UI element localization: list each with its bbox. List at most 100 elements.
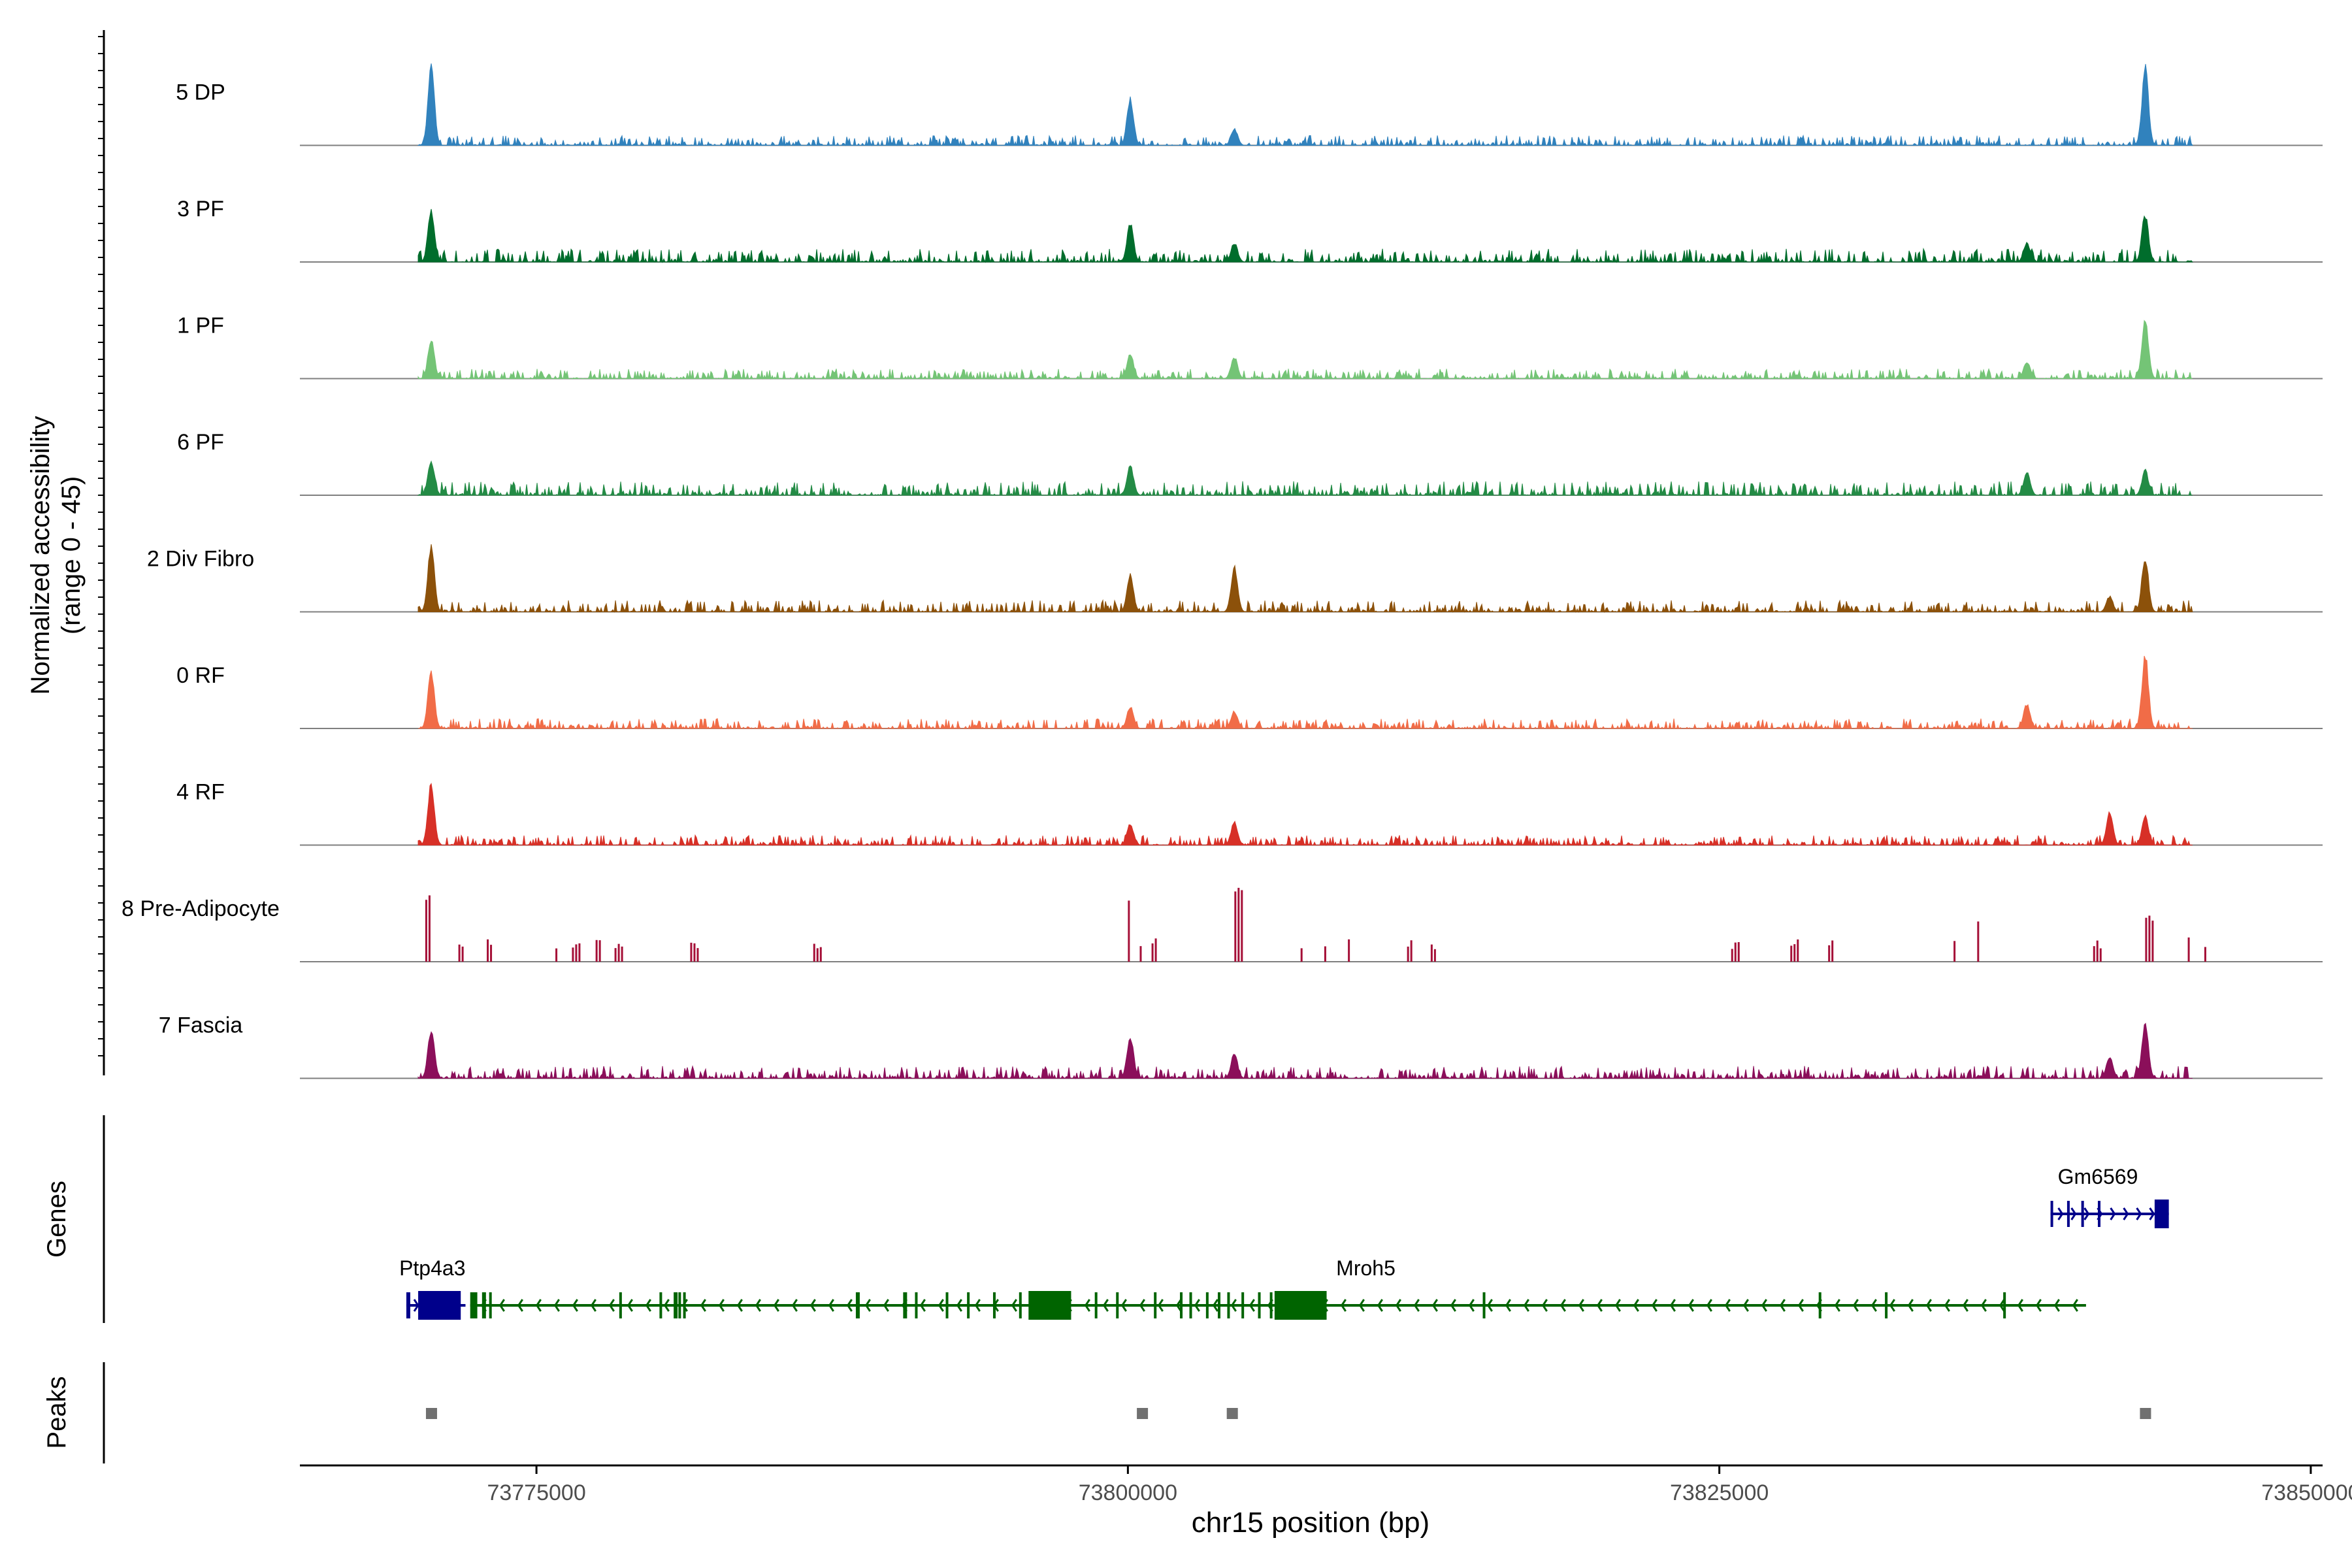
strand-arrow <box>1340 1299 1347 1312</box>
coverage-bar <box>1793 944 1796 962</box>
x-tick-label: 73800000 <box>1079 1480 1177 1505</box>
strand-arrow <box>1194 1299 1200 1312</box>
coverage-bar <box>696 948 699 962</box>
strand-arrow <box>956 1299 962 1312</box>
strand-arrow <box>2123 1207 2129 1220</box>
track-label: 8 Pre-Adipocyte <box>122 896 280 921</box>
strand-arrow <box>1505 1299 1511 1312</box>
coverage-bar <box>1831 940 1834 962</box>
strand-arrow <box>938 1299 944 1312</box>
coverage-area <box>417 460 2193 497</box>
track-0-rf: 0 RF <box>176 655 2323 730</box>
gene-exon <box>489 1292 492 1318</box>
strand-arrow <box>1358 1299 1365 1312</box>
strand-arrow <box>1431 1299 1438 1312</box>
peak-region <box>1137 1408 1149 1419</box>
coverage-area <box>417 1022 2193 1080</box>
gene-exon <box>406 1292 410 1318</box>
gene-exon <box>903 1292 907 1318</box>
gene-exon <box>1205 1292 1209 1318</box>
gene-exon <box>1227 1292 1230 1318</box>
strand-arrow <box>1523 1299 1529 1312</box>
gene-label: Mroh5 <box>1336 1256 1396 1280</box>
strand-arrow <box>1175 1299 1182 1312</box>
gene-exon <box>1189 1292 1192 1318</box>
gene-exon <box>659 1292 662 1318</box>
coverage-bar <box>1324 946 1326 962</box>
coverage-bar <box>819 947 822 962</box>
coverage-area <box>417 208 2193 263</box>
gene-exon <box>945 1292 949 1318</box>
strand-arrow <box>498 1299 505 1312</box>
strand-arrow <box>1651 1299 1658 1312</box>
coverage-bar <box>690 942 693 962</box>
strand-arrow <box>1925 1299 1932 1312</box>
strand-arrow <box>1614 1299 1621 1312</box>
coverage-bar <box>614 948 617 962</box>
coverage-bar <box>1154 938 1157 962</box>
coverage-area <box>417 544 2193 613</box>
strand-arrow <box>645 1299 651 1312</box>
coverage-bar <box>555 948 558 962</box>
strand-arrow <box>1486 1299 1493 1312</box>
strand-arrow <box>755 1299 761 1312</box>
strand-arrow <box>974 1299 981 1312</box>
gene-exon <box>1482 1292 1486 1318</box>
strand-arrow <box>809 1299 816 1312</box>
track-label: 5 DP <box>176 80 225 105</box>
strand-arrow <box>919 1299 926 1312</box>
strand-arrow <box>1578 1299 1584 1312</box>
strand-arrow <box>1688 1299 1694 1312</box>
gene-exon <box>2066 1201 2070 1227</box>
gene-exon <box>1094 1292 1098 1318</box>
coverage-bar <box>1151 943 1154 962</box>
strand-arrow <box>700 1299 706 1312</box>
strand-arrow <box>2017 1299 2023 1312</box>
strand-arrow <box>1120 1299 1127 1312</box>
strand-arrow <box>663 1299 670 1312</box>
x-tick-label: 73850000 <box>2261 1480 2352 1505</box>
x-axis-label: chr15 position (bp) <box>1192 1507 1429 1539</box>
gene-exon <box>915 1292 918 1318</box>
track-label: 4 RF <box>176 780 225 805</box>
coverage-bar <box>487 939 489 962</box>
gene-ptp4a3: Ptp4a3 <box>399 1256 465 1320</box>
gene-exon <box>470 1292 478 1318</box>
gene-exon <box>1258 1292 1261 1318</box>
track-5-dp: 5 DP <box>176 63 2323 147</box>
x-axis-ticks: 73775000 73800000 73825000 73850000 <box>487 1465 2352 1505</box>
strand-arrow <box>1230 1299 1237 1312</box>
strand-arrow <box>1084 1299 1090 1312</box>
gene-exon <box>1818 1292 1821 1318</box>
strand-arrow <box>1944 1299 1950 1312</box>
strand-arrow <box>1377 1299 1383 1312</box>
track-7-fascia: 7 Fascia <box>159 1013 2323 1080</box>
coverage-bar <box>598 940 601 962</box>
coverage-tracks: 5 DP 3 PF 1 PF 6 PF 2 Div Fibro 0 RF 4 RF 8 Pre… <box>122 63 2323 1080</box>
track-4-rf: 4 RF <box>176 780 2323 847</box>
strand-arrow <box>1706 1299 1712 1312</box>
coverage-bar <box>2204 947 2206 962</box>
strand-arrow <box>1011 1299 1017 1312</box>
coverage-bar <box>428 895 431 962</box>
strand-arrow <box>590 1299 596 1312</box>
strand-arrow <box>2057 1207 2064 1220</box>
coverage-bar <box>1410 940 1413 962</box>
coverage-bar <box>1731 949 1733 962</box>
gene-exon <box>1180 1292 1183 1318</box>
coverage-bar <box>2151 921 2154 962</box>
strand-arrow <box>413 1299 419 1312</box>
strand-arrow <box>553 1299 560 1312</box>
gene-exon <box>992 1292 996 1318</box>
coverage-bar <box>1348 939 1350 962</box>
coverage-area <box>417 783 2193 847</box>
strand-arrow <box>718 1299 725 1312</box>
coverage-bar <box>490 945 493 962</box>
gene-gm6569: Gm6569 <box>2050 1165 2169 1228</box>
gene-exon <box>1885 1292 1888 1318</box>
strand-arrow <box>791 1299 798 1312</box>
strand-arrow <box>2072 1299 2078 1312</box>
coverage-bar <box>572 947 574 962</box>
strand-arrow <box>2149 1207 2155 1220</box>
gene-exon <box>683 1292 686 1318</box>
